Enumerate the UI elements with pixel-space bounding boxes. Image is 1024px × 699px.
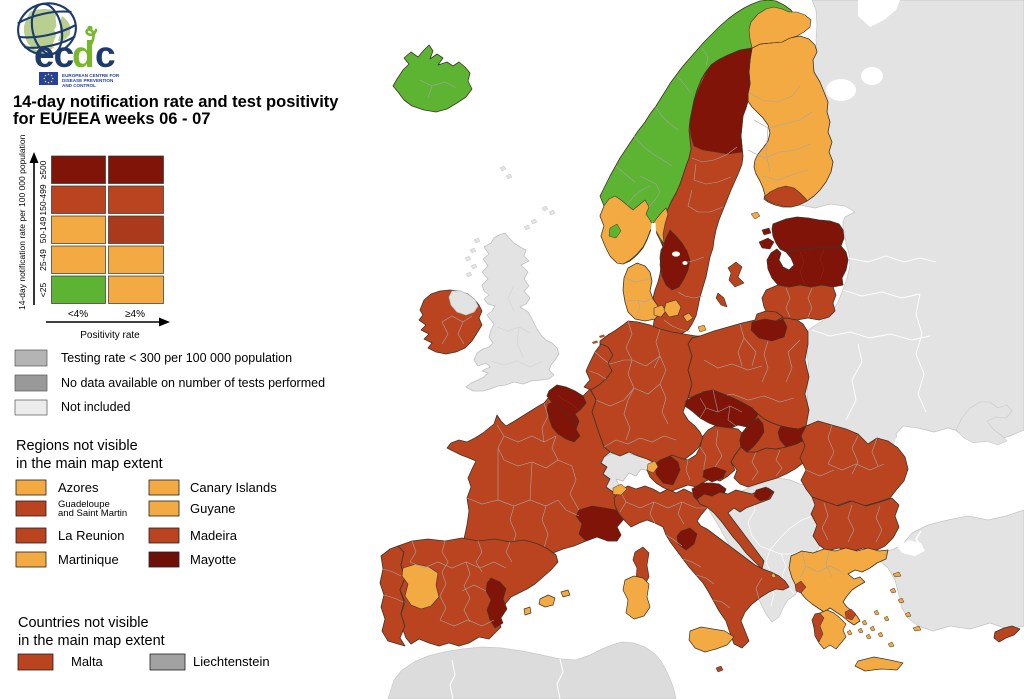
svg-text:d: d [72,34,95,75]
svg-text:<4%: <4% [68,309,88,320]
svg-text:Not included: Not included [61,400,131,414]
svg-text:14-day notification rate and t: 14-day notification rate and test positi… [13,93,339,111]
svg-text:EUROPEAN CENTRE FOR: EUROPEAN CENTRE FOR [62,73,120,78]
svg-text:50-149: 50-149 [38,216,48,243]
svg-text:AND CONTROL: AND CONTROL [62,83,96,88]
svg-text:Liechtenstein: Liechtenstein [193,654,270,669]
svg-text:Madeira: Madeira [190,528,238,543]
svg-text:≥4%: ≥4% [125,309,145,320]
svg-text:in the main map extent: in the main map extent [18,633,165,649]
svg-text:Martinique: Martinique [58,552,119,567]
svg-text:14-day notification rate per 1: 14-day notification rate per 100 000 pop… [17,134,27,310]
svg-text:25-49: 25-49 [38,249,48,271]
svg-text:Positivity rate: Positivity rate [80,330,140,341]
svg-text:Canary Islands: Canary Islands [190,480,277,495]
svg-text:<25: <25 [38,283,48,298]
svg-text:ec: ec [34,34,74,75]
svg-text:DISEASE PREVENTION: DISEASE PREVENTION [62,78,114,83]
svg-text:Guyane: Guyane [190,501,236,516]
svg-text:Azores: Azores [58,480,99,495]
svg-text:Guadeloupe: Guadeloupe [58,499,110,510]
svg-text:and Saint Martin: and Saint Martin [58,508,127,519]
svg-text:≥500: ≥500 [38,160,48,179]
svg-text:Countries not visible: Countries not visible [18,615,149,631]
svg-text:c: c [95,34,116,75]
svg-text:Mayotte: Mayotte [190,552,236,567]
svg-text:No data available on number of: No data available on number of tests per… [61,376,325,390]
svg-text:La Reunion: La Reunion [58,528,125,543]
svg-text:150-499: 150-499 [38,184,48,215]
svg-text:for EU/EEA weeks 06 - 07: for EU/EEA weeks 06 - 07 [13,110,210,128]
svg-text:in the main map extent: in the main map extent [16,456,163,472]
svg-text:Malta: Malta [71,654,104,669]
svg-text:Regions not visible: Regions not visible [16,438,138,454]
svg-text:Testing rate < 300 per 100 000: Testing rate < 300 per 100 000 populatio… [61,351,292,365]
